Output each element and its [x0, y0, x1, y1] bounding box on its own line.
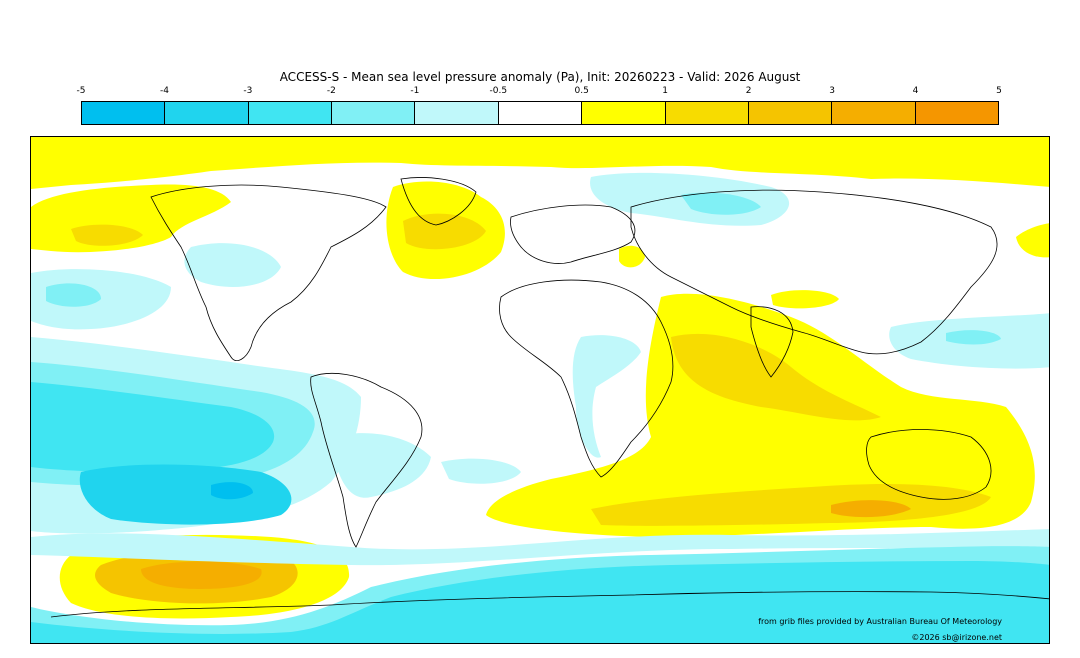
negative-anomaly-southern-ocean [31, 529, 1049, 566]
colorbar-tick-label: -3 [243, 86, 253, 96]
colorbar-segment [832, 102, 916, 124]
colorbar-tick-label: 5 [996, 86, 1002, 96]
colorbar-tick-label: 0.5 [574, 86, 589, 96]
colorbar-tick-label: 2 [745, 86, 752, 96]
negative-anomaly-south-america [331, 433, 431, 498]
negative-anomaly-north-america [184, 243, 281, 287]
copyright-credit: ©2026 sb@irizone.net [911, 633, 1002, 642]
positive-anomaly-black-sea [619, 245, 645, 268]
positive-anomaly-east-edge [1016, 223, 1049, 258]
colorbar-tick-label: 1 [662, 86, 669, 96]
colorbar-segment [415, 102, 499, 124]
positive-anomaly-south-pacific-core [141, 561, 262, 589]
positive-anomaly-indian-ocean-core [671, 333, 881, 421]
colorbar-tick-label: -0.5 [489, 86, 508, 96]
negative-anomaly-southeast-pacific-inner [31, 382, 275, 472]
positive-anomaly-north-pacific-core [71, 224, 143, 246]
positive-anomaly-tibet [771, 290, 839, 309]
colorbar-segment [332, 102, 416, 124]
negative-anomaly-west-pacific-core [946, 330, 1001, 345]
colorbar-tick-labels: -5 -4 -3 -2 -1 -0.5 0.5 1 2 3 4 5 [0, 86, 1080, 98]
positive-anomaly-indian-ocean [486, 293, 1035, 537]
colorbar-tick-label: -5 [76, 86, 86, 96]
negative-anomaly-south-atlantic [441, 458, 521, 484]
map-title: ACCESS-S - Mean sea level pressure anoma… [279, 70, 801, 84]
negative-anomaly-southeast-pacific-core [79, 464, 292, 525]
colorbar-tick-label: -1 [410, 86, 420, 96]
colorbar-segment [498, 102, 583, 124]
positive-anomaly-arctic [31, 137, 1049, 189]
colorbar-segment [582, 102, 666, 124]
colorbar-tick-label: 4 [912, 86, 919, 96]
negative-anomaly-scandinavia-core [681, 192, 761, 215]
colorbar-segment [915, 102, 998, 124]
colorbar-tick-label: 3 [829, 86, 835, 96]
positive-anomaly-south-indian [591, 484, 991, 526]
colorbar-segment [165, 102, 249, 124]
negative-anomaly-north-pacific-core [46, 283, 101, 307]
colorbar-tick-label: -4 [159, 86, 169, 96]
colorbar [81, 101, 999, 125]
source-credit: from grib files provided by Australian B… [758, 617, 1002, 626]
negative-anomaly-antarctic-inner [31, 561, 1049, 643]
colorbar-segment [665, 102, 749, 124]
colorbar-tick-label: -2 [326, 86, 336, 96]
colorbar-segment [748, 102, 833, 124]
colorbar-segment [82, 102, 166, 124]
positive-anomaly-north-pacific [31, 184, 231, 253]
coastlines [50, 177, 1049, 618]
positive-anomaly-north-atlantic-core [403, 213, 486, 250]
positive-anomaly-south-indian-core [831, 500, 911, 518]
colorbar-segment [248, 102, 333, 124]
anomaly-map [31, 137, 1049, 643]
map-panel [30, 136, 1050, 644]
negative-anomaly-southeast-pacific-center [211, 482, 253, 500]
negative-anomaly-africa [572, 335, 641, 458]
